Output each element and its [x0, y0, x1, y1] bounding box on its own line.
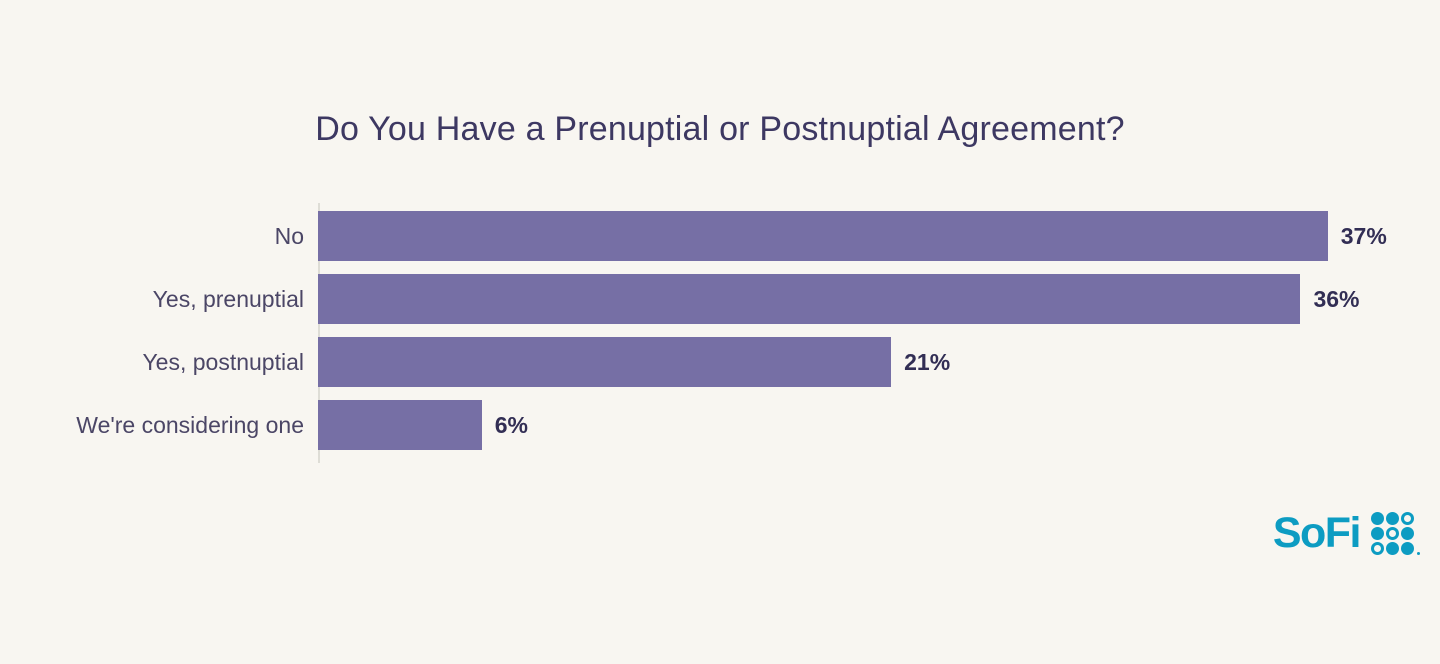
trademark-dot [1417, 552, 1420, 555]
logo-dot [1386, 542, 1399, 555]
category-label: Yes, postnuptial [142, 348, 304, 375]
bar [318, 211, 1328, 261]
bar-chart: No 37% Yes, prenuptial 36% Yes, postnuptial 2… [44, 203, 1396, 463]
logo-dot [1401, 527, 1414, 540]
bar-row: We're considering one 6% [44, 400, 1396, 450]
value-label: 21% [904, 348, 951, 375]
bar [318, 274, 1301, 324]
category-label: We're considering one [76, 411, 304, 438]
category-label: Yes, prenuptial [152, 285, 304, 312]
bar-rows: No 37% Yes, prenuptial 36% Yes, postnuptial 2… [44, 211, 1396, 450]
logo-dot [1401, 542, 1414, 555]
value-label: 36% [1313, 285, 1360, 312]
sofi-logo: SoFi [1272, 509, 1420, 557]
bar [318, 400, 482, 450]
value-label: 37% [1340, 222, 1387, 249]
value-label: 6% [494, 411, 528, 438]
bar-area: 37% [318, 211, 1396, 261]
bar-row: Yes, prenuptial 36% [44, 274, 1396, 324]
logo-dot [1371, 512, 1384, 525]
bar-area: 36% [318, 274, 1396, 324]
logo-dot-hollow [1386, 527, 1399, 540]
logo-dot [1386, 512, 1399, 525]
sofi-logo-grid-icon [1371, 512, 1420, 555]
bar-row: No 37% [44, 211, 1396, 261]
logo-dot [1371, 527, 1384, 540]
bar-row: Yes, postnuptial 21% [44, 337, 1396, 387]
logo-dot-hollow [1371, 542, 1384, 555]
chart-title: Do You Have a Prenuptial or Postnuptial … [315, 110, 1125, 148]
bar [318, 337, 892, 387]
sofi-logo-text: SoFi [1272, 509, 1362, 557]
y-axis-line [318, 203, 320, 463]
logo-dot-hollow [1401, 512, 1414, 525]
bar-area: 21% [318, 337, 1396, 387]
bar-area: 6% [318, 400, 1396, 450]
category-label: No [274, 222, 304, 249]
